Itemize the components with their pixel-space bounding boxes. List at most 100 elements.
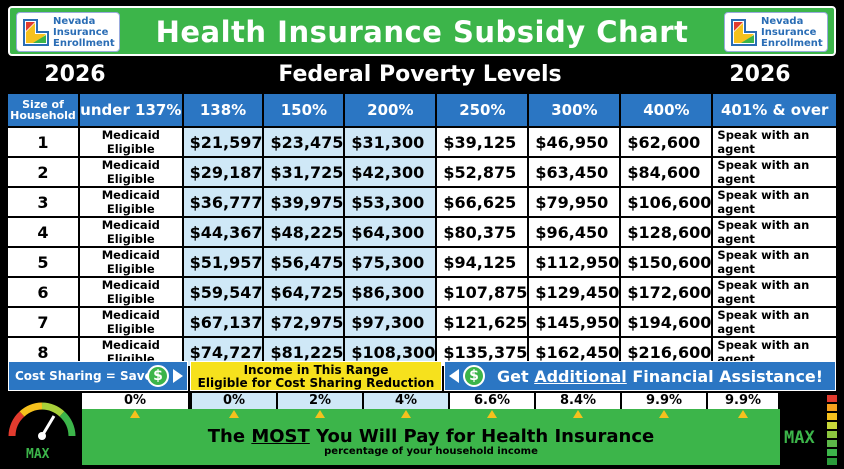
income-cell: $36,777 xyxy=(183,188,263,216)
medicaid-cell: Medicaid Eligible xyxy=(80,248,182,276)
table-row: 7 Medicaid Eligible $67,137 $72,975 $97,300 $… xyxy=(8,308,836,336)
income-cell: $94,125 xyxy=(437,248,528,276)
speak-agent-cell: Speak with an agent xyxy=(713,218,836,246)
income-cell: $96,450 xyxy=(529,218,620,246)
income-cell: $44,367 xyxy=(183,218,263,246)
table-row: 6 Medicaid Eligible $59,547 $64,725 $86,300 $… xyxy=(8,278,836,306)
footer-title-underlined: MOST xyxy=(251,426,310,447)
nevada-logo-icon xyxy=(731,19,757,46)
footer-title-post: You Will Pay for Health Insurance xyxy=(309,426,655,447)
income-cell: $194,600 xyxy=(621,308,712,336)
level-meter-icon xyxy=(827,395,837,465)
income-cell: $31,300 xyxy=(345,128,436,156)
percent-cell: 6.6% xyxy=(450,393,534,409)
speak-agent-cell: Speak with an agent xyxy=(713,308,836,336)
income-cell: $21,597 xyxy=(183,128,263,156)
household-size-cell: 4 xyxy=(8,218,78,246)
year-left: 2026 xyxy=(44,62,106,87)
logo-text: Nevada Insurance Enrollment xyxy=(761,16,823,49)
income-range-line1: Income in This Range xyxy=(243,363,389,377)
column-header: 401% & over xyxy=(713,94,836,126)
income-cell: $112,950 xyxy=(529,248,620,276)
income-cell: $75,300 xyxy=(345,248,436,276)
header: Nevada Insurance Enrollment Health Insur… xyxy=(0,0,844,60)
arrow-right-icon xyxy=(173,369,183,383)
fpl-heading: Federal Poverty Levels xyxy=(278,62,562,87)
max-left-label: MAX xyxy=(26,447,50,462)
subsidy-table: Size of Household under 137% 138% 150% 2… xyxy=(6,92,838,368)
income-cell: $84,600 xyxy=(621,158,712,186)
year-right: 2026 xyxy=(729,62,791,87)
up-arrow-icon xyxy=(401,410,411,418)
up-arrow-icon xyxy=(738,410,748,418)
table-row: 3 Medicaid Eligible $36,777 $39,975 $53,300 $… xyxy=(8,188,836,216)
assist-post: Financial Assistance! xyxy=(626,367,824,386)
speak-agent-cell: Speak with an agent xyxy=(713,248,836,276)
table-header-row: Size of Household under 137% 138% 150% 2… xyxy=(8,94,836,126)
table-row: 2 Medicaid Eligible $29,187 $31,725 $42,300 $… xyxy=(8,158,836,186)
income-cell: $64,300 xyxy=(345,218,436,246)
up-arrow-icon xyxy=(659,410,669,418)
table-row: 5 Medicaid Eligible $51,957 $56,475 $75,300 $… xyxy=(8,248,836,276)
column-header: under 137% xyxy=(80,94,182,126)
subheader: 2026 Federal Poverty Levels 2026 xyxy=(0,60,844,90)
income-cell: $46,950 xyxy=(529,128,620,156)
income-cell: $39,125 xyxy=(437,128,528,156)
column-header-size: Size of Household xyxy=(8,94,78,126)
medicaid-cell: Medicaid Eligible xyxy=(80,188,182,216)
income-cell: $80,375 xyxy=(437,218,528,246)
household-size-cell: 1 xyxy=(8,128,78,156)
logo-text: Nevada Insurance Enrollment xyxy=(53,16,115,49)
max-right-label: MAX xyxy=(784,428,815,448)
footer-title: The MOST You Will Pay for Health Insuran… xyxy=(82,426,780,447)
info-band: Cost Sharing = Save $ Income in This Ran… xyxy=(0,359,844,393)
page-title: Health Insurance Subsidy Chart xyxy=(155,15,689,49)
income-cell: $145,950 xyxy=(529,308,620,336)
column-header: 300% xyxy=(529,94,620,126)
footer-title-pre: The xyxy=(207,426,252,447)
logo-right: Nevada Insurance Enrollment xyxy=(724,12,828,52)
income-cell: $62,600 xyxy=(621,128,712,156)
percent-row: 0% 0% 2% 4% 6.6% 8.4% 9.9% 9.9% xyxy=(0,393,844,409)
cost-sharing-label: Cost Sharing = Save xyxy=(15,369,153,383)
speak-agent-cell: Speak with an agent xyxy=(713,128,836,156)
footer: The MOST You Will Pay for Health Insuran… xyxy=(82,409,780,465)
up-arrow-icon xyxy=(573,410,583,418)
dollar-icon: $ xyxy=(463,365,485,387)
medicaid-cell: Medicaid Eligible xyxy=(80,218,182,246)
percent-cell: 2% xyxy=(278,393,362,409)
cost-sharing-box: Cost Sharing = Save $ xyxy=(8,361,188,391)
assist-underlined: Additional xyxy=(534,367,627,386)
speak-agent-cell: Speak with an agent xyxy=(713,158,836,186)
speak-agent-cell: Speak with an agent xyxy=(713,278,836,306)
column-header: 200% xyxy=(345,94,436,126)
percent-cell: 4% xyxy=(364,393,448,409)
income-cell: $79,950 xyxy=(529,188,620,216)
income-cell: $51,957 xyxy=(183,248,263,276)
income-cell: $86,300 xyxy=(345,278,436,306)
income-cell: $23,475 xyxy=(264,128,344,156)
title-bar: Nevada Insurance Enrollment Health Insur… xyxy=(8,6,836,56)
income-cell: $97,300 xyxy=(345,308,436,336)
income-cell: $39,975 xyxy=(264,188,344,216)
table-row: 1 Medicaid Eligible $21,597 $23,475 $31,300 $… xyxy=(8,128,836,156)
income-cell: $72,975 xyxy=(264,308,344,336)
household-size-cell: 3 xyxy=(8,188,78,216)
assist-pre: Get xyxy=(497,367,535,386)
percent-cell: 0% xyxy=(82,393,188,409)
household-size-cell: 6 xyxy=(8,278,78,306)
medicaid-cell: Medicaid Eligible xyxy=(80,128,182,156)
up-arrow-icon xyxy=(487,410,497,418)
income-cell: $172,600 xyxy=(621,278,712,306)
income-cell: $29,187 xyxy=(183,158,263,186)
medicaid-cell: Medicaid Eligible xyxy=(80,278,182,306)
cost-sharing-reduction-box: Income in This Range Eligible for Cost S… xyxy=(190,361,442,391)
medicaid-cell: Medicaid Eligible xyxy=(80,158,182,186)
income-cell: $128,600 xyxy=(621,218,712,246)
income-range-line2: Eligible for Cost Sharing Reduction xyxy=(197,376,435,390)
arrow-left-icon xyxy=(449,369,459,383)
income-cell: $48,225 xyxy=(264,218,344,246)
column-header: 250% xyxy=(437,94,528,126)
percent-cell: 8.4% xyxy=(536,393,620,409)
percent-cell: 9.9% xyxy=(622,393,706,409)
